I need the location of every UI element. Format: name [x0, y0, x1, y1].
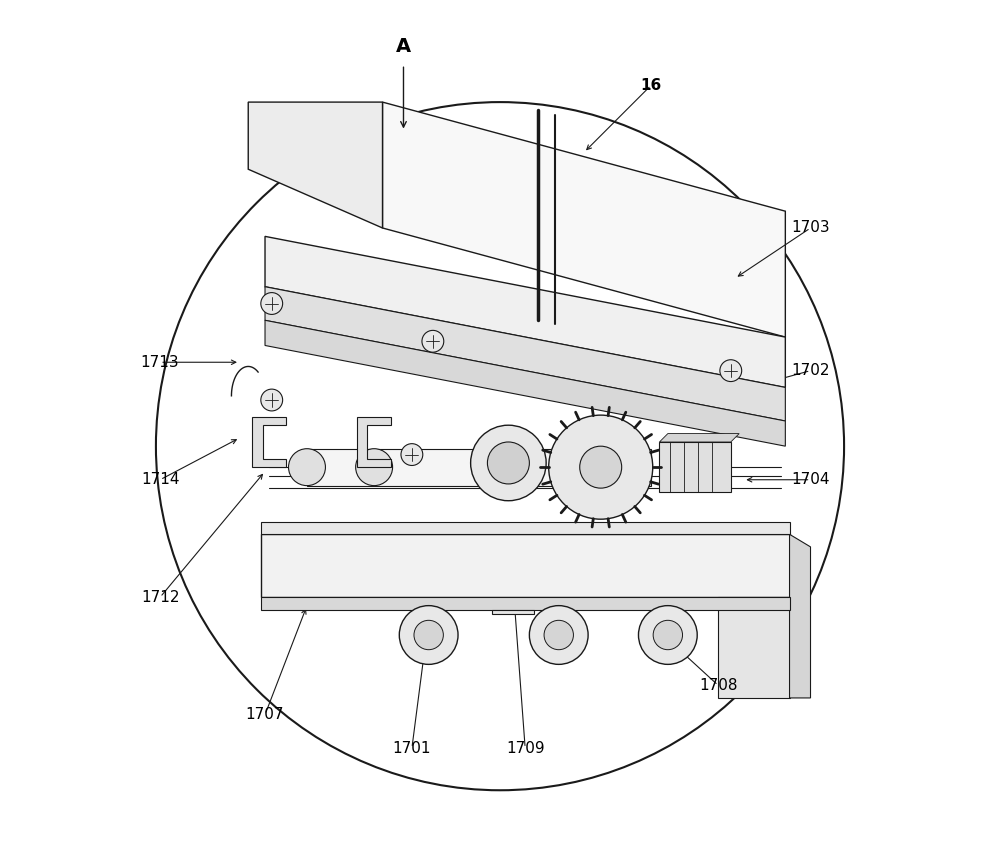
Circle shape — [529, 605, 588, 664]
Text: 1713: 1713 — [141, 354, 179, 370]
Polygon shape — [790, 535, 811, 698]
Polygon shape — [261, 535, 790, 597]
Circle shape — [422, 330, 444, 352]
Bar — [659, 442, 731, 493]
Polygon shape — [307, 449, 651, 486]
Circle shape — [487, 442, 529, 484]
Circle shape — [414, 621, 443, 650]
Text: 1709: 1709 — [506, 741, 544, 756]
Polygon shape — [718, 597, 790, 698]
Circle shape — [638, 605, 697, 664]
Circle shape — [471, 425, 546, 501]
Polygon shape — [252, 417, 286, 467]
Text: 1712: 1712 — [141, 589, 179, 605]
Circle shape — [544, 621, 573, 650]
Circle shape — [401, 444, 423, 466]
Text: 1702: 1702 — [791, 363, 830, 378]
Polygon shape — [383, 102, 785, 337]
Polygon shape — [265, 237, 785, 387]
Text: 1707: 1707 — [246, 707, 284, 722]
Polygon shape — [261, 597, 790, 610]
Circle shape — [653, 621, 683, 650]
Polygon shape — [261, 522, 790, 535]
Text: 1701: 1701 — [393, 741, 431, 756]
Circle shape — [720, 360, 742, 381]
Polygon shape — [248, 102, 383, 228]
Text: 16: 16 — [640, 77, 662, 93]
Circle shape — [399, 605, 458, 664]
Circle shape — [580, 446, 622, 488]
Text: A: A — [396, 37, 411, 56]
Polygon shape — [265, 320, 785, 446]
Polygon shape — [492, 610, 534, 614]
Circle shape — [261, 389, 283, 411]
Polygon shape — [357, 417, 391, 467]
Text: 1708: 1708 — [699, 678, 737, 693]
Circle shape — [549, 415, 653, 520]
Text: 1703: 1703 — [791, 221, 830, 236]
Text: 1704: 1704 — [791, 472, 830, 488]
Text: 1714: 1714 — [141, 472, 179, 488]
Circle shape — [289, 449, 325, 486]
Polygon shape — [265, 287, 785, 421]
Circle shape — [356, 449, 393, 486]
Polygon shape — [659, 434, 739, 442]
Circle shape — [261, 293, 283, 314]
